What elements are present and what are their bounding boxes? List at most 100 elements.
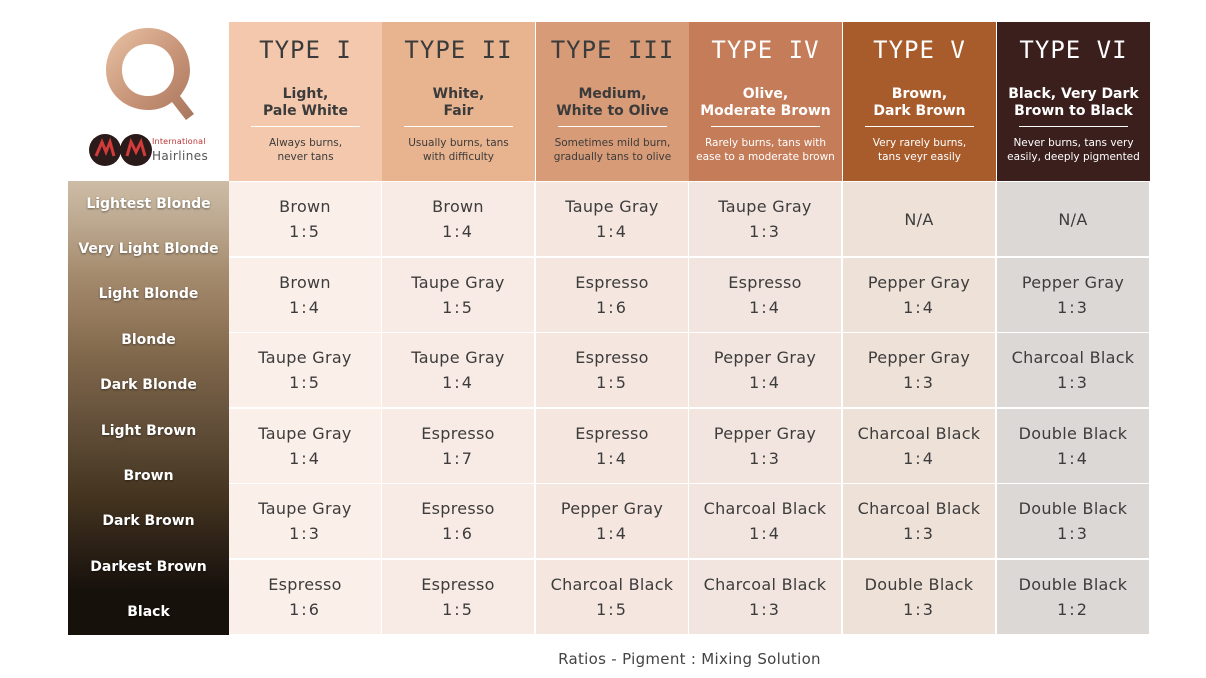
pigment-cell: Double Black 1:3: [997, 484, 1149, 558]
pigment-cell: Pepper Gray 1:4: [536, 484, 688, 558]
pigment-name: Brown: [279, 273, 331, 292]
pigment-name: Taupe Gray: [258, 348, 352, 367]
pigment-cell: Brown 1:4: [382, 182, 534, 256]
hair-level-label: Very Light Blonde: [68, 226, 229, 272]
pigment-cell: Double Black 1:2: [997, 560, 1149, 634]
pigment-cell: Pepper Gray 1:4: [689, 333, 841, 407]
pigment-cell: Espresso 1:7: [382, 409, 534, 483]
pigment-name: Charcoal Black: [703, 499, 827, 518]
pigment-name: Espresso: [421, 575, 495, 594]
mix-ratio: 1:4: [903, 298, 935, 317]
mix-ratio: 1:4: [289, 298, 321, 317]
brand-name-top: International: [152, 137, 206, 146]
header-divider: [865, 126, 974, 127]
skin-type-header-3: TYPE III Medium, White to Olive Sometimes …: [536, 22, 689, 181]
pigment-cell: Charcoal Black 1:3: [843, 484, 995, 558]
mix-ratio: 1:3: [749, 222, 781, 241]
pigment-name: Espresso: [421, 499, 495, 518]
brand-logo: International Hairlines: [68, 18, 229, 180]
pigment-name: N/A: [904, 209, 934, 229]
pigment-name: Pepper Gray: [713, 348, 817, 367]
hair-level-label: Lightest Blonde: [68, 181, 229, 227]
skin-type-description: Usually burns, tans with difficulty: [408, 137, 509, 163]
mix-ratio: 1:4: [749, 298, 781, 317]
mix-ratio: 1:4: [749, 373, 781, 392]
pigment-name: Taupe Gray: [411, 273, 505, 292]
pigment-name: Taupe Gray: [565, 197, 659, 216]
hair-level-label: Brown: [68, 453, 229, 499]
pigment-cell: Espresso 1:5: [382, 560, 534, 634]
pigment-cell: Brown 1:4: [229, 258, 381, 332]
header-divider: [251, 126, 360, 127]
skin-type-name: Brown, Dark Brown: [873, 86, 966, 119]
skin-type-title: TYPE VI: [1019, 36, 1128, 64]
header-divider: [404, 126, 513, 127]
pigment-cell: Pepper Gray 1:3: [843, 333, 995, 407]
pigment-cell: N/A: [843, 182, 995, 256]
pigment-cell: Espresso 1:6: [229, 560, 381, 634]
brand-badge-icon: [89, 134, 152, 166]
pigment-cell: Double Black 1:4: [997, 409, 1149, 483]
mix-ratio: 1:3: [749, 449, 781, 468]
mix-ratio: 1:4: [596, 524, 628, 543]
mix-ratio: 1:5: [596, 373, 628, 392]
pigment-cell: Pepper Gray 1:3: [689, 409, 841, 483]
mix-ratio: 1:3: [1057, 298, 1089, 317]
hair-level-label: Darkest Brown: [68, 544, 229, 590]
hair-level-label: Dark Blonde: [68, 362, 229, 408]
pigment-cell: Charcoal Black 1:4: [689, 484, 841, 558]
skin-type-header-5: TYPE V Brown, Dark Brown Very rarely burns…: [843, 22, 996, 181]
pigment-name: Taupe Gray: [258, 499, 352, 518]
mix-ratio: 1:4: [442, 222, 474, 241]
pigment-cell: Espresso 1:4: [536, 409, 688, 483]
mix-ratio: 1:4: [749, 524, 781, 543]
pigment-name: Taupe Gray: [411, 348, 505, 367]
pigment-name: Charcoal Black: [857, 424, 981, 443]
skin-type-title: TYPE III: [550, 36, 675, 64]
header-divider: [1019, 126, 1128, 127]
header-divider: [558, 126, 667, 127]
pigment-name: N/A: [1058, 209, 1088, 229]
pigment-name: Charcoal Black: [703, 575, 827, 594]
skin-type-title: TYPE IV: [711, 36, 820, 64]
mix-ratio: 1:3: [289, 524, 321, 543]
hair-level-label: Dark Brown: [68, 498, 229, 545]
pigment-cell: Taupe Gray 1:4: [382, 333, 534, 407]
pigment-name: Espresso: [575, 348, 649, 367]
mix-ratio: 1:3: [903, 600, 935, 619]
pigment-name: Pepper Gray: [1021, 273, 1125, 292]
pigment-cell: Espresso 1:6: [382, 484, 534, 558]
pigment-name: Double Black: [864, 575, 974, 594]
skin-type-title: TYPE I: [259, 36, 352, 64]
pigment-name: Pepper Gray: [713, 424, 817, 443]
pigment-cell: Taupe Gray 1:5: [382, 258, 534, 332]
skin-type-header-2: TYPE II White, Fair Usually burns, tans wi…: [382, 22, 535, 181]
mix-ratio: 1:3: [1057, 373, 1089, 392]
pigment-name: Espresso: [728, 273, 802, 292]
mix-ratio: 1:3: [903, 373, 935, 392]
q-logo-icon: [106, 28, 194, 120]
pigment-name: Espresso: [575, 273, 649, 292]
skin-type-name: Olive, Moderate Brown: [700, 86, 831, 119]
skin-type-name: Black, Very Dark Brown to Black: [1008, 86, 1139, 119]
skin-type-title: TYPE V: [873, 36, 966, 64]
pigment-cell: N/A: [997, 182, 1149, 256]
pigment-cell: Double Black 1:3: [843, 560, 995, 634]
mix-ratio: 1:4: [596, 222, 628, 241]
skin-type-description: Always burns, never tans: [268, 137, 343, 163]
skin-type-name: White, Fair: [432, 86, 485, 119]
mix-ratio: 1:5: [442, 600, 474, 619]
pigment-name: Pepper Gray: [560, 499, 664, 518]
pigment-cell: Taupe Gray 1:4: [229, 409, 381, 483]
pigment-name: Charcoal Black: [857, 499, 981, 518]
hair-level-column: Lightest Blonde Very Light Blonde Light Bl…: [68, 181, 229, 635]
pigment-cell: Taupe Gray 1:3: [229, 484, 381, 558]
pigment-name: Pepper Gray: [867, 348, 971, 367]
brand-lockup: International Hairlines: [88, 132, 218, 168]
hair-level-label: Blonde: [68, 317, 229, 363]
mix-ratio: 1:7: [442, 449, 474, 468]
brand-name-bottom: Hairlines: [152, 149, 209, 163]
pigment-name: Double Black: [1018, 499, 1128, 518]
skin-type-header-6: TYPE VI Black, Very Dark Brown to Black Ne…: [997, 22, 1150, 181]
pigment-cell: Taupe Gray 1:3: [689, 182, 841, 256]
